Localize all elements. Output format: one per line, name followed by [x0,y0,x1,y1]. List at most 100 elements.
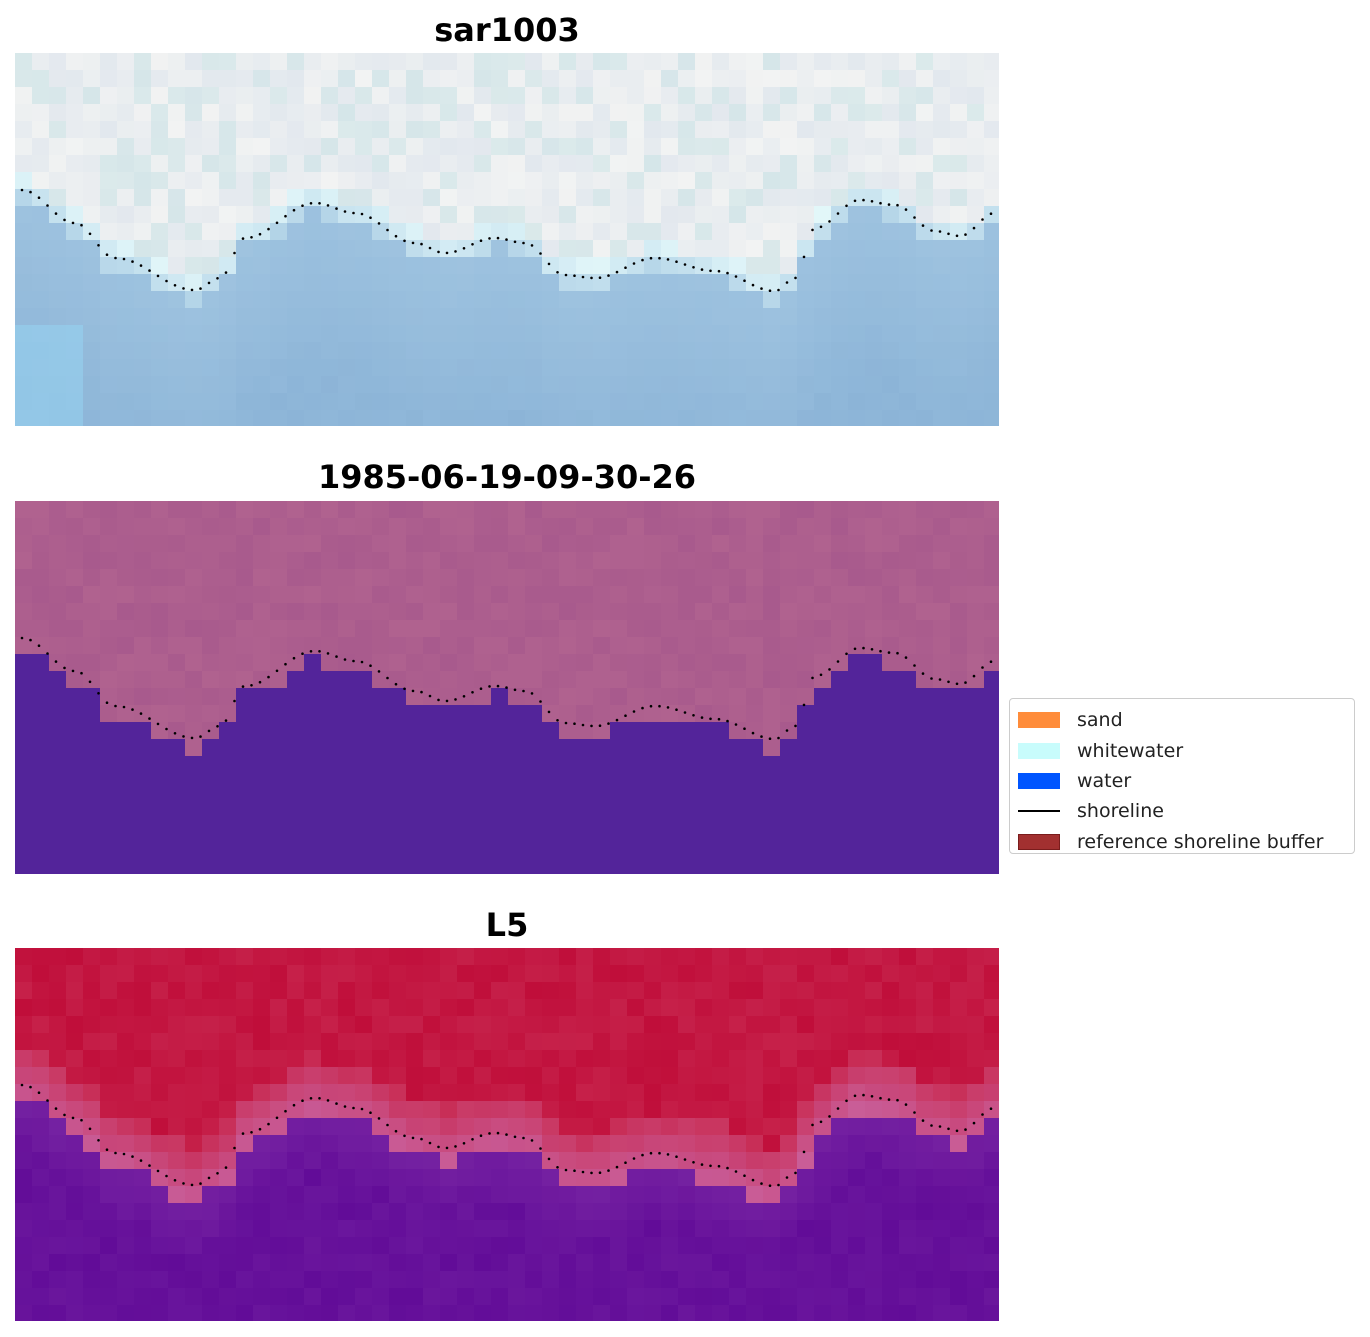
pixel-cell [253,1305,271,1321]
pixel-cell [610,637,628,655]
pixel-cell [151,1033,169,1051]
pixel-cell [66,70,84,88]
pixel-cell [508,841,526,859]
pixel-cell [763,671,781,689]
pixel-cell [287,257,305,275]
pixel-cell [814,637,832,655]
pixel-cell [542,291,560,309]
pixel-cell [542,172,560,190]
pixel-cell [797,552,815,570]
pixel-cell [848,376,866,394]
pixel-cell [950,257,968,275]
pixel-cell [814,121,832,139]
pixel-cell [355,965,373,983]
pixel-cell [15,1254,33,1272]
pixel-cell [746,1220,764,1238]
pixel-cell [219,569,237,587]
pixel-cell [814,257,832,275]
pixel-cell [814,1152,832,1170]
pixel-cell [933,1254,951,1272]
pixel-cell [83,1186,101,1204]
pixel-cell [763,70,781,88]
pixel-cell [695,671,713,689]
pixel-cell [848,1016,866,1034]
pixel-cell [423,841,441,859]
pixel-cell [32,1152,50,1170]
pixel-cell [763,308,781,326]
pixel-cell [525,722,543,740]
pixel-cell [814,308,832,326]
pixel-cell [984,841,999,859]
pixel-cell [236,841,254,859]
pixel-cell [610,841,628,859]
pixel-cell [882,1050,900,1068]
pixel-cell [117,1084,135,1102]
pixel-cell [576,87,594,105]
pixel-cell [542,858,560,874]
pixel-cell [474,535,492,553]
pixel-cell [15,53,33,71]
pixel-cell [304,206,322,224]
pixel-cell [134,722,152,740]
shoreline-point [590,276,593,280]
shoreline-point [326,204,330,207]
shoreline-point [496,684,500,688]
pixel-cell [355,223,373,241]
pixel-cell [644,739,662,757]
legend-label-reference-buffer: reference shoreline buffer [1077,830,1324,853]
pixel-cell [236,1237,254,1255]
shoreline-point [981,1113,984,1116]
pixel-cell [814,620,832,638]
pixel-cell [610,688,628,706]
pixel-cell [270,121,288,139]
pixel-cell [287,535,305,553]
pixel-cell [627,1135,645,1153]
pixel-cell [406,410,424,426]
shoreline-point [989,660,993,663]
pixel-cell [253,1033,271,1051]
pixel-cell [491,1203,509,1221]
shoreline-point [556,271,559,274]
pixel-cell [865,552,883,570]
pixel-cell [355,637,373,655]
shoreline-point [513,1135,517,1139]
pixel-cell [933,948,951,966]
pixel-cell [66,325,84,343]
pixel-cell [695,393,713,411]
pixel-cell [610,410,628,426]
pixel-cell [32,308,50,326]
pixel-cell [797,518,815,536]
pixel-cell [610,1288,628,1306]
pixel-cell [338,206,356,224]
pixel-cell [202,189,220,207]
pixel-cell [474,773,492,791]
pixel-cell [423,1203,441,1221]
pixel-cell [763,138,781,156]
pixel-cell [100,172,118,190]
pixel-cell [338,858,356,874]
pixel-cell [83,155,101,173]
pixel-cell [695,705,713,723]
pixel-cell [593,1101,611,1119]
pixel-cell [389,773,407,791]
pixel-cell [49,586,67,604]
pixel-cell [627,773,645,791]
shoreline-point [615,270,619,274]
pixel-cell [695,53,713,71]
pixel-cell [712,1135,730,1153]
pixel-cell [151,552,169,570]
pixel-cell [848,104,866,122]
pixel-cell [848,671,866,689]
pixel-cell [49,291,67,309]
pixel-cell [32,1101,50,1119]
pixel-cell [695,240,713,258]
pixel-cell [797,824,815,842]
pixel-cell [389,1084,407,1102]
pixel-cell [627,1237,645,1255]
pixel-cell [848,274,866,292]
pixel-cell [253,138,271,156]
pixel-cell [338,1016,356,1034]
shoreline-point [352,211,355,215]
pixel-cell [168,206,186,224]
shoreline-point [471,691,474,694]
